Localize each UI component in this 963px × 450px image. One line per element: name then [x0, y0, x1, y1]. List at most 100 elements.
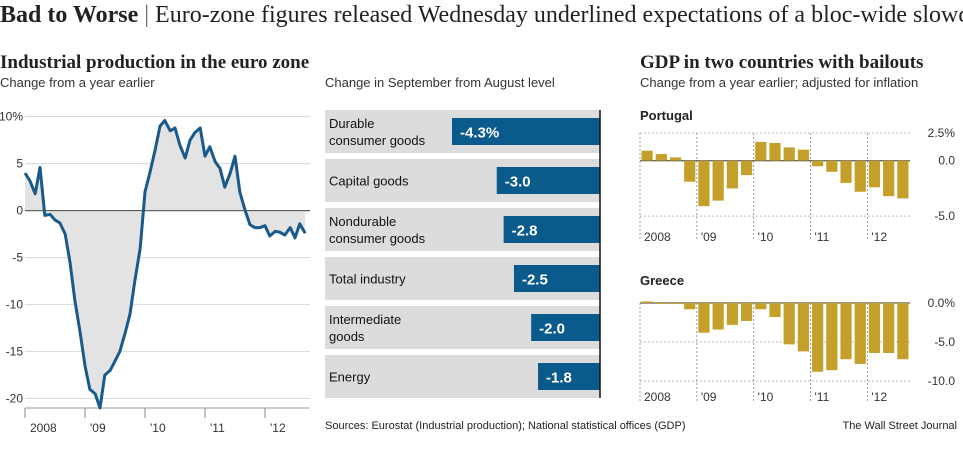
x-tick-label: '11: [210, 421, 225, 435]
gdp-bar: [655, 154, 667, 161]
gdp-bar: [740, 303, 753, 321]
gdp-bar: [655, 303, 667, 304]
gdp-bar: [883, 303, 895, 353]
line-area-fill: [25, 120, 306, 408]
gdp-bar: [783, 147, 795, 161]
bar-value-label: -1.8: [546, 370, 572, 387]
gdp-bar: [868, 303, 881, 353]
gdp-bar: [641, 150, 653, 161]
x-tick-label: '11: [815, 390, 830, 404]
gdp-chart-subtitle: Change from a year earlier; adjusted for…: [640, 75, 919, 90]
gdp-bar: [755, 303, 767, 310]
gdp-bar: [883, 160, 895, 197]
row-label: Intermediate: [329, 312, 401, 327]
bar: [513, 265, 600, 292]
gdp-bar: [726, 160, 738, 189]
industrial-production-line: [23, 118, 307, 410]
gdp-bar: [698, 160, 710, 207]
y-tick-label: 10%: [0, 110, 23, 124]
line-chart-subtitle: Change from a year earlier: [0, 75, 155, 90]
bar-chart-title: Change in September from August level: [325, 75, 555, 90]
gdp-bar: [740, 160, 753, 176]
x-tick-label: '12: [270, 421, 286, 435]
headline: Bad to Worse | Euro-zone figures release…: [0, 2, 963, 38]
x-tick-label: '10: [758, 230, 774, 244]
gdp-bar: [669, 157, 682, 161]
x-tick-label: '10: [150, 421, 166, 435]
x-tick-label: '12: [871, 390, 887, 404]
y-tick-label: 0.0: [938, 154, 955, 168]
y-tick-label: -5.0: [934, 335, 955, 349]
gdp-bar: [826, 303, 838, 371]
gdp-bar: [797, 149, 810, 161]
gdp-bar: [826, 160, 838, 172]
headline-separator: |: [144, 2, 150, 28]
bar-value-label: -2.8: [512, 223, 538, 240]
y-tick-label: 0: [16, 204, 23, 218]
headline-text: Euro-zone figures released Wednesday und…: [155, 2, 963, 28]
x-tick-label: 2008: [644, 230, 671, 244]
gdp-bar: [641, 301, 653, 303]
greece-label: Greece: [640, 273, 685, 288]
gdp-bar: [897, 160, 909, 199]
gdp-bar: [726, 303, 738, 325]
gdp-bar: [783, 303, 795, 345]
y-tick-label: -5.0: [934, 209, 955, 223]
portugal-gdp-chart: 2.5% 0.0 -5.0 2008 '09 '10 '11 '12: [639, 126, 955, 244]
gdp-bar: [812, 160, 824, 167]
y-tick-label: 5: [16, 157, 23, 171]
line-chart-title: Industrial production in the euro zone: [0, 52, 310, 73]
x-tick-label: '09: [701, 390, 717, 404]
y-tick-label: -15: [6, 345, 24, 359]
bar: [503, 216, 600, 243]
row-label: Capital goods: [329, 174, 409, 189]
gdp-bar: [897, 303, 909, 360]
row-label: consumer goods: [329, 133, 426, 148]
x-tick-label: '12: [871, 230, 887, 244]
portugal-label: Portugal: [640, 108, 693, 123]
y-tick-label: -10.0: [928, 374, 956, 388]
x-tick-label: '09: [701, 230, 717, 244]
gdp-bar: [769, 303, 781, 318]
gdp-bar: [812, 303, 824, 372]
x-tick-label: 2008: [30, 421, 57, 435]
gdp-bar: [669, 303, 682, 304]
gdp-bar: [755, 141, 767, 161]
y-tick-label: -10: [6, 298, 24, 312]
gdp-bar: [684, 303, 696, 310]
row-label: Durable: [329, 116, 375, 131]
sources-note: Sources: Eurostat (Industrial production…: [325, 420, 686, 432]
gdp-bar: [854, 160, 866, 192]
gdp-bar: [684, 160, 696, 182]
row-label: Energy: [329, 370, 371, 385]
gdp-bar: [840, 160, 852, 183]
gdp-chart-title: GDP in two countries with bailouts: [640, 52, 924, 73]
x-tick-label: '11: [815, 230, 830, 244]
x-tick-label: '09: [90, 421, 106, 435]
bar-value-label: -3.0: [505, 174, 531, 191]
y-tick-label: -5: [12, 251, 23, 265]
bar-value-label: -2.5: [522, 272, 548, 289]
gdp-bar: [698, 303, 710, 333]
bar: [538, 363, 600, 390]
greece-gdp-chart: 0.0% -5.0 -10.0 2008 '09 '10 '11 '12: [639, 296, 956, 404]
bar: [531, 314, 600, 341]
row-label: consumer goods: [329, 231, 426, 246]
row-label: goods: [329, 329, 365, 344]
gdp-bar: [712, 160, 724, 201]
monthly-change-bar-chart: Durable consumer goods -4.3% Capital goods -…: [325, 110, 601, 398]
gdp-bar: [868, 160, 881, 188]
bar: [452, 118, 600, 145]
row-label: Nondurable: [329, 214, 396, 229]
y-tick-label: -20: [6, 392, 24, 406]
gdp-bar: [769, 142, 781, 161]
bar: [496, 167, 600, 194]
gdp-bar: [854, 303, 866, 364]
y-tick-label: 0.0%: [928, 296, 956, 310]
gdp-bar: [797, 303, 810, 352]
x-tick-label: 2008: [644, 390, 671, 404]
headline-bold: Bad to Worse: [0, 2, 139, 28]
bar-value-label: -2.0: [539, 321, 565, 338]
bar-value-label: -4.3%: [460, 125, 499, 142]
row-label: Total industry: [329, 272, 406, 287]
